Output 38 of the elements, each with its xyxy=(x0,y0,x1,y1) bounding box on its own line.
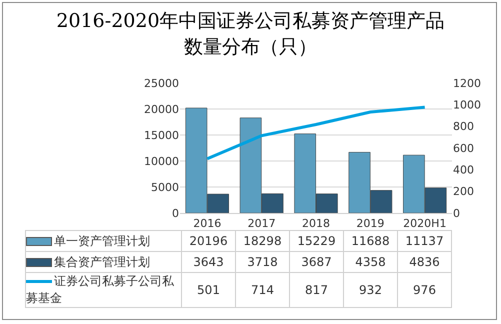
legend-label: 单一资产管理计划 xyxy=(54,234,150,248)
y-tick-label: 20000 xyxy=(144,102,179,116)
x-tick-label: 2020H1 xyxy=(403,217,446,230)
legend-label: 集合资产管理计划 xyxy=(54,254,150,268)
data-label: 817 xyxy=(290,272,344,308)
x-tick-label: 2018 xyxy=(302,217,330,230)
y2-tick-label: 200 xyxy=(453,185,474,198)
x-tick-label: 2017 xyxy=(248,217,276,230)
y2-tick-label: 1200 xyxy=(453,76,481,90)
data-label: 11137 xyxy=(398,230,452,252)
line-series xyxy=(206,106,426,160)
legend-label: 证券公司私募子公司私募基金 xyxy=(26,274,174,305)
chart-title: 2016-2020年中国证券公司私募资产管理产品数量分布（只） xyxy=(55,9,446,60)
y-tick-label: 10000 xyxy=(144,154,179,168)
data-label: 976 xyxy=(398,272,452,308)
y2-tick-label: 400 xyxy=(453,164,474,177)
y-tick-label: 5000 xyxy=(151,180,179,194)
data-label: 932 xyxy=(344,272,398,308)
data-label: 18298 xyxy=(236,230,290,252)
data-label: 3687 xyxy=(290,252,344,272)
y-tick-label: 15000 xyxy=(144,128,179,142)
data-label: 20196 xyxy=(182,230,236,252)
x-tick-label: 2016 xyxy=(193,217,222,230)
y2-tick-label: 0 xyxy=(453,206,460,220)
data-label: 4836 xyxy=(398,252,452,272)
data-label: 3643 xyxy=(182,252,236,272)
data-label: 501 xyxy=(182,272,236,308)
data-label: 4358 xyxy=(344,252,398,272)
data-label: 3718 xyxy=(236,252,290,272)
data-label: 11688 xyxy=(344,230,398,252)
y2-tick-label: 600 xyxy=(453,142,474,155)
y-tick-label: 0 xyxy=(172,206,179,220)
data-label: 15229 xyxy=(290,230,344,252)
y2-tick-label: 800 xyxy=(453,120,474,134)
data-label: 714 xyxy=(236,272,290,308)
y-tick-label: 25000 xyxy=(144,76,179,90)
y2-tick-label: 1000 xyxy=(453,98,481,112)
x-tick-label: 2019 xyxy=(356,217,384,230)
